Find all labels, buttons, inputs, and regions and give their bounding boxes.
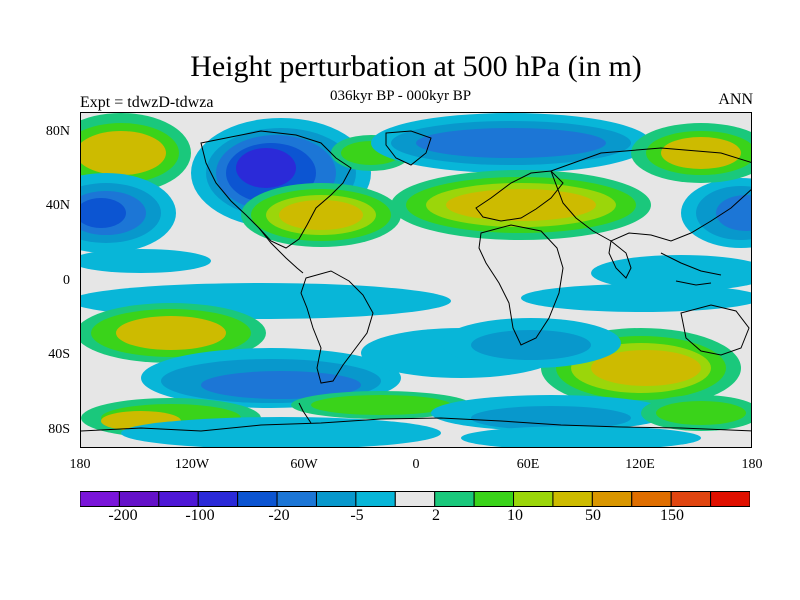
colorbar-swatch — [513, 491, 554, 507]
contour-region — [81, 131, 166, 175]
coastline — [385, 130, 432, 166]
coastline — [475, 170, 564, 222]
contour-region — [521, 284, 751, 312]
coastlines — [81, 130, 751, 432]
colorbar-swatch — [276, 491, 317, 507]
colorbar-swatch — [197, 491, 239, 507]
coastline — [258, 227, 304, 274]
contour-region — [591, 350, 701, 386]
colorbar-swatch — [591, 491, 633, 507]
contour-region — [661, 137, 741, 169]
lon-label-120e: 120E — [625, 457, 655, 472]
contour-region — [471, 330, 591, 360]
contour-region — [416, 128, 606, 158]
colorbar-label: -20 — [268, 507, 290, 524]
season-label: ANN — [718, 91, 753, 108]
lat-label-80n: 80N — [45, 124, 70, 139]
coastline — [660, 252, 722, 276]
map-panel — [80, 112, 752, 448]
contour-region — [279, 200, 363, 230]
contour-region — [471, 406, 631, 430]
coastline — [550, 147, 751, 242]
contour-fields — [81, 113, 751, 447]
experiment-label: Expt = tdwzD-tdwza — [80, 94, 214, 111]
coastline — [608, 240, 632, 279]
colorbar-swatch — [394, 491, 436, 507]
lon-label-60e: 60E — [516, 457, 540, 472]
coastline — [298, 402, 312, 424]
colorbar-swatch — [552, 491, 593, 507]
lon-label-180w: 180 — [69, 457, 91, 472]
coastline — [200, 130, 352, 249]
colorbar-swatch — [670, 491, 712, 507]
colorbar-swatch — [80, 491, 120, 507]
colorbar-swatch — [631, 491, 672, 507]
lat-label-40n: 40N — [45, 198, 70, 213]
lon-label-0: 0 — [412, 457, 420, 472]
colorbar-swatch — [237, 491, 278, 507]
lat-label-40s: 40S — [48, 347, 70, 362]
colorbar — [80, 491, 750, 507]
contour-region — [236, 148, 296, 188]
contour-region — [201, 371, 361, 399]
lon-label-120w: 120W — [174, 457, 210, 472]
coastline — [300, 270, 374, 384]
contour-region — [656, 401, 746, 425]
colorbar-label: 10 — [507, 507, 523, 524]
colorbar-swatch — [355, 491, 396, 507]
colorbar-swatch — [315, 491, 357, 507]
colorbar-label: 50 — [585, 507, 601, 524]
colorbar-label: -5 — [350, 507, 364, 524]
contour-region — [121, 417, 441, 447]
coastline — [680, 304, 750, 356]
lon-label-60w: 60W — [290, 457, 318, 472]
coastline — [675, 280, 712, 286]
lat-label-80s: 80S — [48, 422, 70, 437]
lon-label-180e: 180 — [741, 457, 763, 472]
plot-subtitle: 036kyr BP - 000kyr BP — [330, 88, 472, 104]
colorbar-swatch — [434, 491, 475, 507]
colorbar-label: -100 — [185, 507, 215, 524]
colorbar-swatch — [710, 491, 750, 507]
colorbar-label: -200 — [108, 507, 138, 524]
plot-title: Height perturbation at 500 hPa (in m) — [190, 50, 642, 83]
lat-label-eq: 0 — [63, 273, 70, 288]
contour-region — [81, 198, 126, 228]
colorbar-label: 2 — [432, 507, 440, 524]
contour-region — [716, 195, 751, 231]
contour-region — [81, 249, 211, 273]
height-perturbation-map — [81, 113, 751, 447]
coastline — [478, 224, 564, 346]
colorbar-label: 150 — [660, 507, 684, 524]
contour-region — [311, 395, 451, 415]
colorbar-swatch — [473, 491, 515, 507]
contour-region — [446, 189, 596, 221]
coastline — [81, 417, 751, 432]
colorbar-swatch — [118, 491, 160, 507]
contour-region — [116, 316, 226, 350]
colorbar-swatch — [158, 491, 199, 507]
contour-region — [591, 255, 751, 291]
contour-region — [461, 426, 701, 447]
